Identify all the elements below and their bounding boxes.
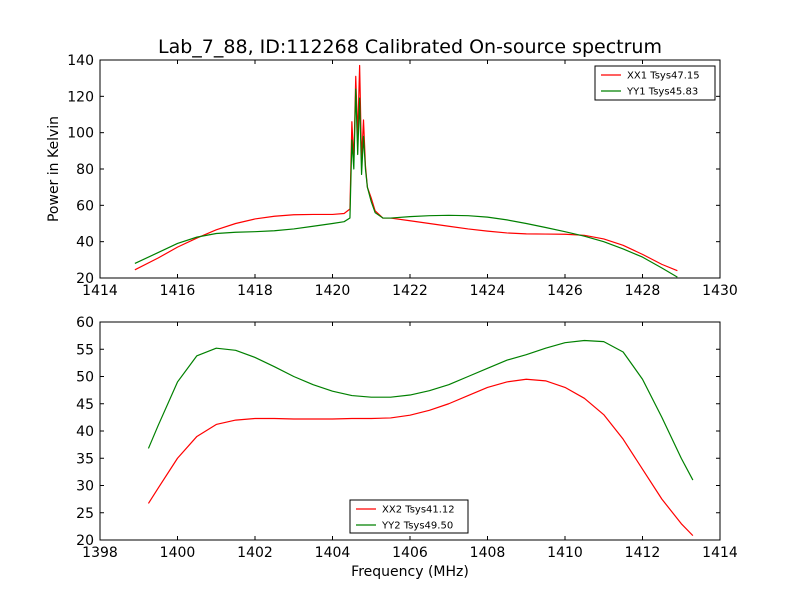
y-tick-label: 20	[76, 533, 94, 549]
series-line-xx	[147, 378, 694, 537]
x-tick-label: 1414	[82, 283, 118, 299]
x-tick-label: 1402	[237, 545, 273, 561]
y-tick-label: 25	[76, 506, 94, 522]
x-tick-label: 1406	[392, 545, 428, 561]
y-tick-label: 100	[67, 126, 94, 142]
legend-entry: YY1 Tsys45.83	[626, 87, 698, 98]
y-tick-label: 120	[67, 89, 94, 105]
legend: XX2 Tsys41.12 YY2 Tsys49.50	[349, 499, 469, 534]
bottom-spectrum-panel: 1398 1400 1402 1404 1406 1408 1410 1412 1414 20 25…	[76, 315, 738, 580]
y-tick-label: 40	[76, 424, 94, 440]
y-tick-label: 50	[76, 370, 94, 386]
legend-entry: XX1 Tsys47.15	[627, 71, 700, 82]
y-tick-label: 80	[76, 162, 94, 178]
y-tick-label: 55	[76, 342, 94, 358]
y-tick-label: 20	[76, 271, 94, 287]
y-tick-label: 140	[67, 53, 94, 69]
series-line-yy	[134, 88, 678, 278]
legend-entry: XX2 Tsys41.12	[382, 505, 455, 516]
x-tick-label: 1400	[160, 545, 196, 561]
x-tick-label: 1412	[625, 545, 661, 561]
legend: XX1 Tsys47.15 YY1 Tsys45.83	[594, 65, 716, 101]
x-tick-label: 1408	[470, 545, 506, 561]
y-tick-label: 60	[76, 315, 94, 331]
x-tick-label: 1424	[470, 283, 506, 299]
legend-box	[349, 499, 469, 534]
x-tick-label: 1414	[702, 545, 738, 561]
y-axis-label: Power in Kelvin	[46, 116, 62, 222]
top-spectrum-panel: 1414 1416 1418 1420 1422 1424 1426 1428 1430 20 40…	[46, 53, 738, 299]
x-tick-label: 1426	[547, 283, 583, 299]
x-tick-label: 1428	[625, 283, 661, 299]
x-axis-label: Frequency (MHz)	[351, 564, 469, 580]
legend-entry: YY2 Tsys49.50	[381, 521, 453, 532]
series-line-yy	[147, 339, 694, 481]
x-tick-label: 1420	[315, 283, 351, 299]
chart-title: Lab_7_88, ID:112268 Calibrated On-source…	[158, 36, 662, 58]
x-tick-label: 1422	[392, 283, 428, 299]
y-tick-label: 45	[76, 397, 94, 413]
x-tick-label: 1404	[315, 545, 351, 561]
y-tick-label: 35	[76, 451, 94, 467]
x-tick-label: 1410	[547, 545, 583, 561]
y-tick-label: 60	[76, 198, 94, 214]
y-tick-label: 40	[76, 235, 94, 251]
x-tick-label: 1418	[237, 283, 273, 299]
x-tick-label: 1398	[82, 545, 118, 561]
x-tick-label: 1430	[702, 283, 738, 299]
legend-box	[594, 65, 716, 101]
x-tick-label: 1416	[160, 283, 196, 299]
y-tick-label: 30	[76, 479, 94, 495]
